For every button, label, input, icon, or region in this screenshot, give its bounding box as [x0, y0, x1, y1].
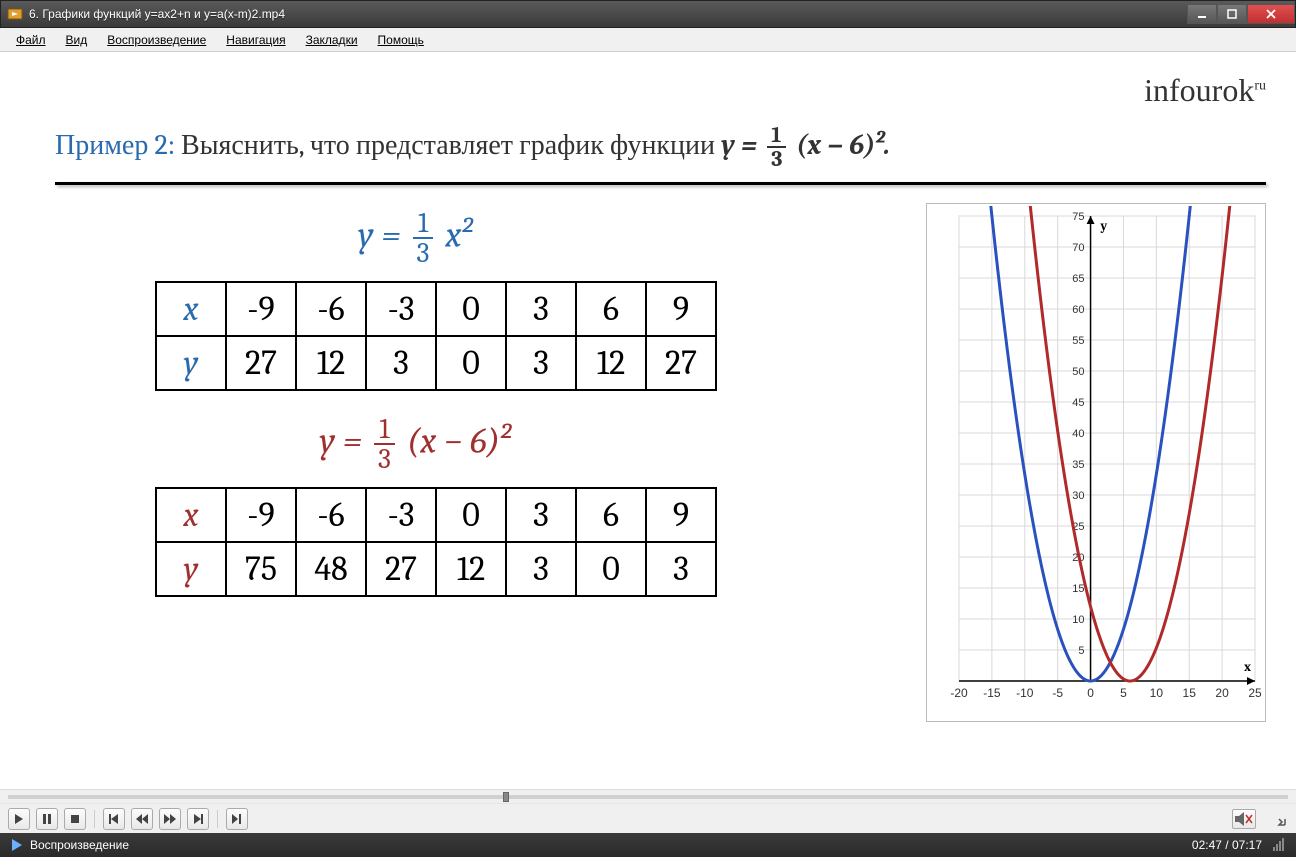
fullscreen-button[interactable]: [1270, 810, 1288, 828]
table-row: x -9-6-30369: [156, 488, 716, 542]
step-button[interactable]: [226, 808, 248, 830]
play-button[interactable]: [8, 808, 30, 830]
statusbar: Воспроизведение 02:47 / 07:17: [0, 833, 1296, 857]
svg-text:y: y: [1100, 219, 1108, 234]
formula-2: y = 13 (x − 6)²: [55, 415, 775, 473]
player-controls: [0, 803, 1296, 833]
menu-bookmarks[interactable]: Закладки: [298, 31, 366, 49]
svg-text:30: 30: [1072, 490, 1084, 502]
menu-playback[interactable]: Воспроизведение: [99, 31, 214, 49]
next-track-button[interactable]: [187, 808, 209, 830]
svg-text:50: 50: [1072, 366, 1084, 378]
svg-text:10: 10: [1150, 686, 1164, 700]
main-formula: y = 13 (x − 6)².: [721, 129, 890, 161]
svg-text:-15: -15: [983, 686, 1001, 700]
svg-text:15: 15: [1183, 686, 1197, 700]
svg-text:60: 60: [1072, 304, 1084, 316]
svg-text:40: 40: [1072, 428, 1084, 440]
svg-text:0: 0: [1087, 686, 1094, 700]
window-title: 6. Графики функций y=ax2+n и y=a(x-m)2.m…: [29, 7, 285, 21]
table-2: x -9-6-30369 y 75482712303: [155, 487, 717, 597]
svg-text:x: x: [1244, 660, 1251, 675]
menu-navigation[interactable]: Навигация: [218, 31, 293, 49]
example-label: Пример 2:: [55, 129, 175, 161]
time-display: 02:47 / 07:17: [1192, 838, 1262, 852]
mute-button[interactable]: [1232, 809, 1256, 829]
svg-text:35: 35: [1072, 459, 1084, 471]
seekbar-area: [0, 789, 1296, 803]
prev-track-button[interactable]: [103, 808, 125, 830]
table-row: y 27123031227: [156, 336, 716, 390]
table-1: x -9-6-30369 y 27123031227: [155, 281, 717, 391]
close-button[interactable]: [1247, 4, 1295, 24]
svg-text:-20: -20: [950, 686, 968, 700]
play-status-icon: [10, 838, 24, 852]
menu-help[interactable]: Помощь: [370, 31, 432, 49]
seekbar[interactable]: [8, 795, 1288, 799]
signal-icon: [1272, 838, 1286, 852]
svg-text:75: 75: [1072, 211, 1084, 223]
svg-text:70: 70: [1072, 242, 1084, 254]
svg-text:5: 5: [1078, 645, 1084, 657]
svg-text:-10: -10: [1016, 686, 1034, 700]
svg-text:25: 25: [1248, 686, 1262, 700]
svg-text:20: 20: [1215, 686, 1229, 700]
svg-text:-5: -5: [1052, 686, 1063, 700]
seek-handle[interactable]: [503, 792, 509, 802]
svg-text:15: 15: [1072, 583, 1084, 595]
table-row: x -9-6-30369: [156, 282, 716, 336]
slide-title: Пример 2: Выяснить, что представляет гра…: [55, 124, 1266, 170]
maximize-button[interactable]: [1217, 4, 1247, 24]
menu-file[interactable]: Файл: [8, 31, 54, 49]
menu-view[interactable]: Вид: [58, 31, 96, 49]
formula-1: y = 13 x²: [55, 209, 775, 267]
app-icon: [7, 6, 23, 22]
chart: xy-20-15-10-5051015202551015202530354045…: [926, 203, 1266, 722]
pause-button[interactable]: [36, 808, 58, 830]
video-frame: infourokru Пример 2: Выяснить, что предс…: [0, 52, 1296, 789]
svg-text:55: 55: [1072, 335, 1084, 347]
status-label: Воспроизведение: [30, 838, 129, 852]
menubar: Файл Вид Воспроизведение Навигация Закла…: [0, 28, 1296, 52]
table-row: y 75482712303: [156, 542, 716, 596]
svg-text:65: 65: [1072, 273, 1084, 285]
brand-logo: infourokru: [1144, 72, 1266, 109]
rewind-button[interactable]: [131, 808, 153, 830]
forward-button[interactable]: [159, 808, 181, 830]
svg-text:45: 45: [1072, 397, 1084, 409]
minimize-button[interactable]: [1187, 4, 1217, 24]
window-titlebar: 6. Графики функций y=ax2+n и y=a(x-m)2.m…: [0, 0, 1296, 28]
svg-text:10: 10: [1072, 614, 1084, 626]
svg-text:5: 5: [1120, 686, 1127, 700]
stop-button[interactable]: [64, 808, 86, 830]
